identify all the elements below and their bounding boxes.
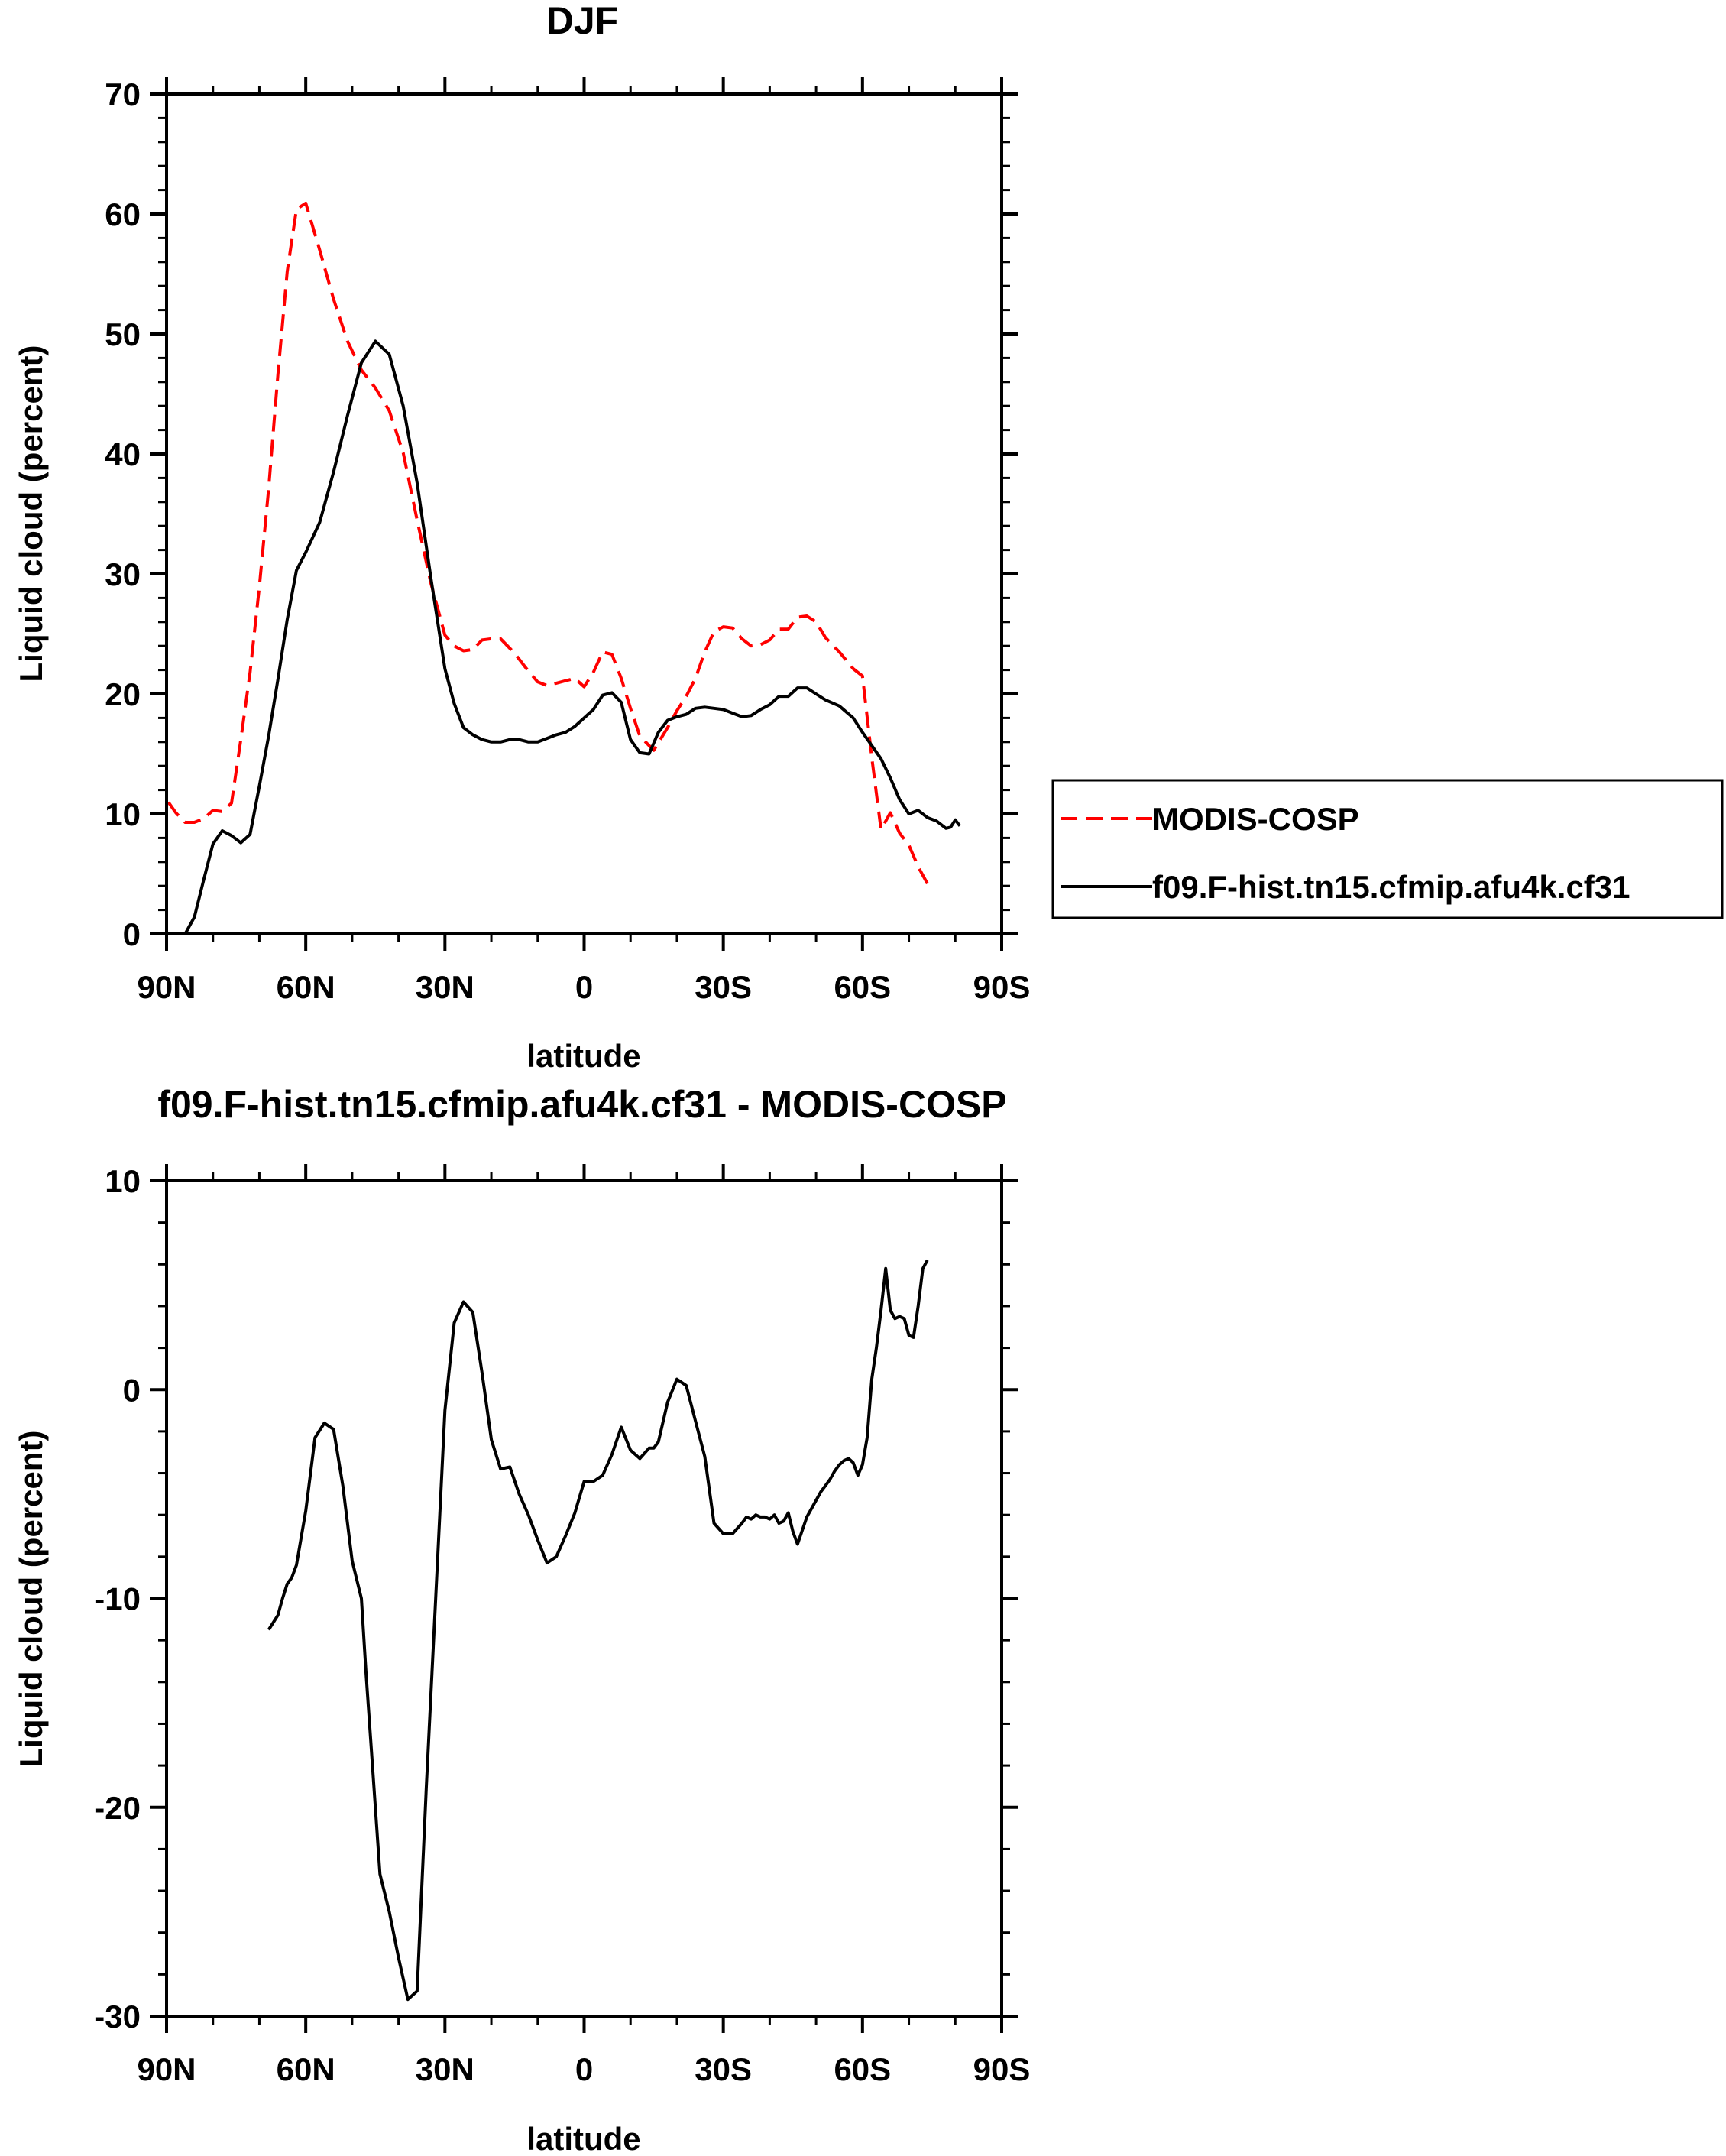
- top-chart-title: DJF: [546, 0, 618, 42]
- difference-panel: f09.F-hist.tn15.cfmip.afu4k.cf31 - MODIS…: [13, 1083, 1030, 2156]
- y-tick-label: 30: [105, 556, 141, 592]
- y-tick-label: -20: [94, 1790, 141, 1826]
- bottom-x-axis-label: latitude: [526, 2121, 640, 2156]
- legend-model-label: f09.F-hist.tn15.cfmip.afu4k.cf31: [1152, 869, 1630, 905]
- bottom-chart-title: f09.F-hist.tn15.cfmip.afu4k.cf31 - MODIS…: [157, 1083, 1006, 1126]
- bottom-x-tick-labels: 90N 60N 30N 0 30S 60S 90S: [137, 2051, 1030, 2087]
- x-tick-label: 30N: [416, 2051, 474, 2087]
- x-tick-label: 0: [575, 969, 593, 1005]
- y-tick-label: 20: [105, 676, 141, 712]
- x-tick-label: 60S: [834, 2051, 891, 2087]
- x-tick-label: 0: [575, 2051, 593, 2087]
- y-tick-label: 10: [105, 796, 141, 832]
- bottom-chart-lines: [267, 1259, 929, 2002]
- x-tick-label: 60N: [277, 2051, 335, 2087]
- legend-modis-label: MODIS-COSP: [1152, 801, 1359, 837]
- y-tick-label: 70: [105, 76, 141, 112]
- y-tick-label: -10: [94, 1581, 141, 1617]
- bottom-axis-ticks: [150, 1164, 1018, 2033]
- legend-box: [1051, 779, 1724, 919]
- legend: MODIS-COSP f09.F-hist.tn15.cfmip.afu4k.c…: [1051, 779, 1724, 919]
- top-y-axis-label: Liquid cloud (percent): [13, 345, 49, 682]
- x-tick-label: 90N: [137, 969, 196, 1005]
- djf-panel: DJF 90N 60N 30N 0 30S 60S 90S 010203040506070 …: [13, 0, 1030, 1074]
- bottom-y-axis-label: Liquid cloud (percent): [13, 1431, 49, 1768]
- y-tick-label: 10: [105, 1163, 141, 1199]
- bottom-plot-frame: [165, 1179, 1003, 2018]
- x-tick-label: 30S: [695, 2051, 752, 2087]
- top-chart-lines: [165, 201, 961, 935]
- y-tick-label: -30: [94, 1999, 141, 2034]
- y-tick-label: 50: [105, 316, 141, 352]
- x-tick-label: 90S: [973, 2051, 1031, 2087]
- top-y-tick-labels: 0 10 20 30 40 50 60 70: [105, 76, 141, 952]
- x-tick-label: 90S: [973, 969, 1031, 1005]
- y-tick-label: 0: [123, 916, 141, 952]
- bottom-y-tick-labels: -30 -20 -10 0 10: [94, 1163, 141, 2034]
- x-tick-label: 60S: [834, 969, 891, 1005]
- x-tick-label: 30S: [695, 969, 752, 1005]
- x-tick-label: 60N: [277, 969, 335, 1005]
- x-tick-label: 90N: [137, 2051, 196, 2087]
- top-plot-frame: [165, 92, 1003, 935]
- y-tick-label: 0: [123, 1372, 141, 1408]
- y-tick-label: 60: [105, 196, 141, 232]
- top-x-axis-label: latitude: [526, 1038, 640, 1074]
- x-tick-label: 30N: [416, 969, 474, 1005]
- modis-cosp-series-line: [165, 201, 929, 885]
- top-x-tick-labels: 90N 60N 30N 0 30S 60S 90S: [137, 969, 1030, 1005]
- model-series-line: [167, 339, 961, 935]
- y-tick-label: 40: [105, 436, 141, 472]
- difference-series-line: [267, 1259, 929, 2002]
